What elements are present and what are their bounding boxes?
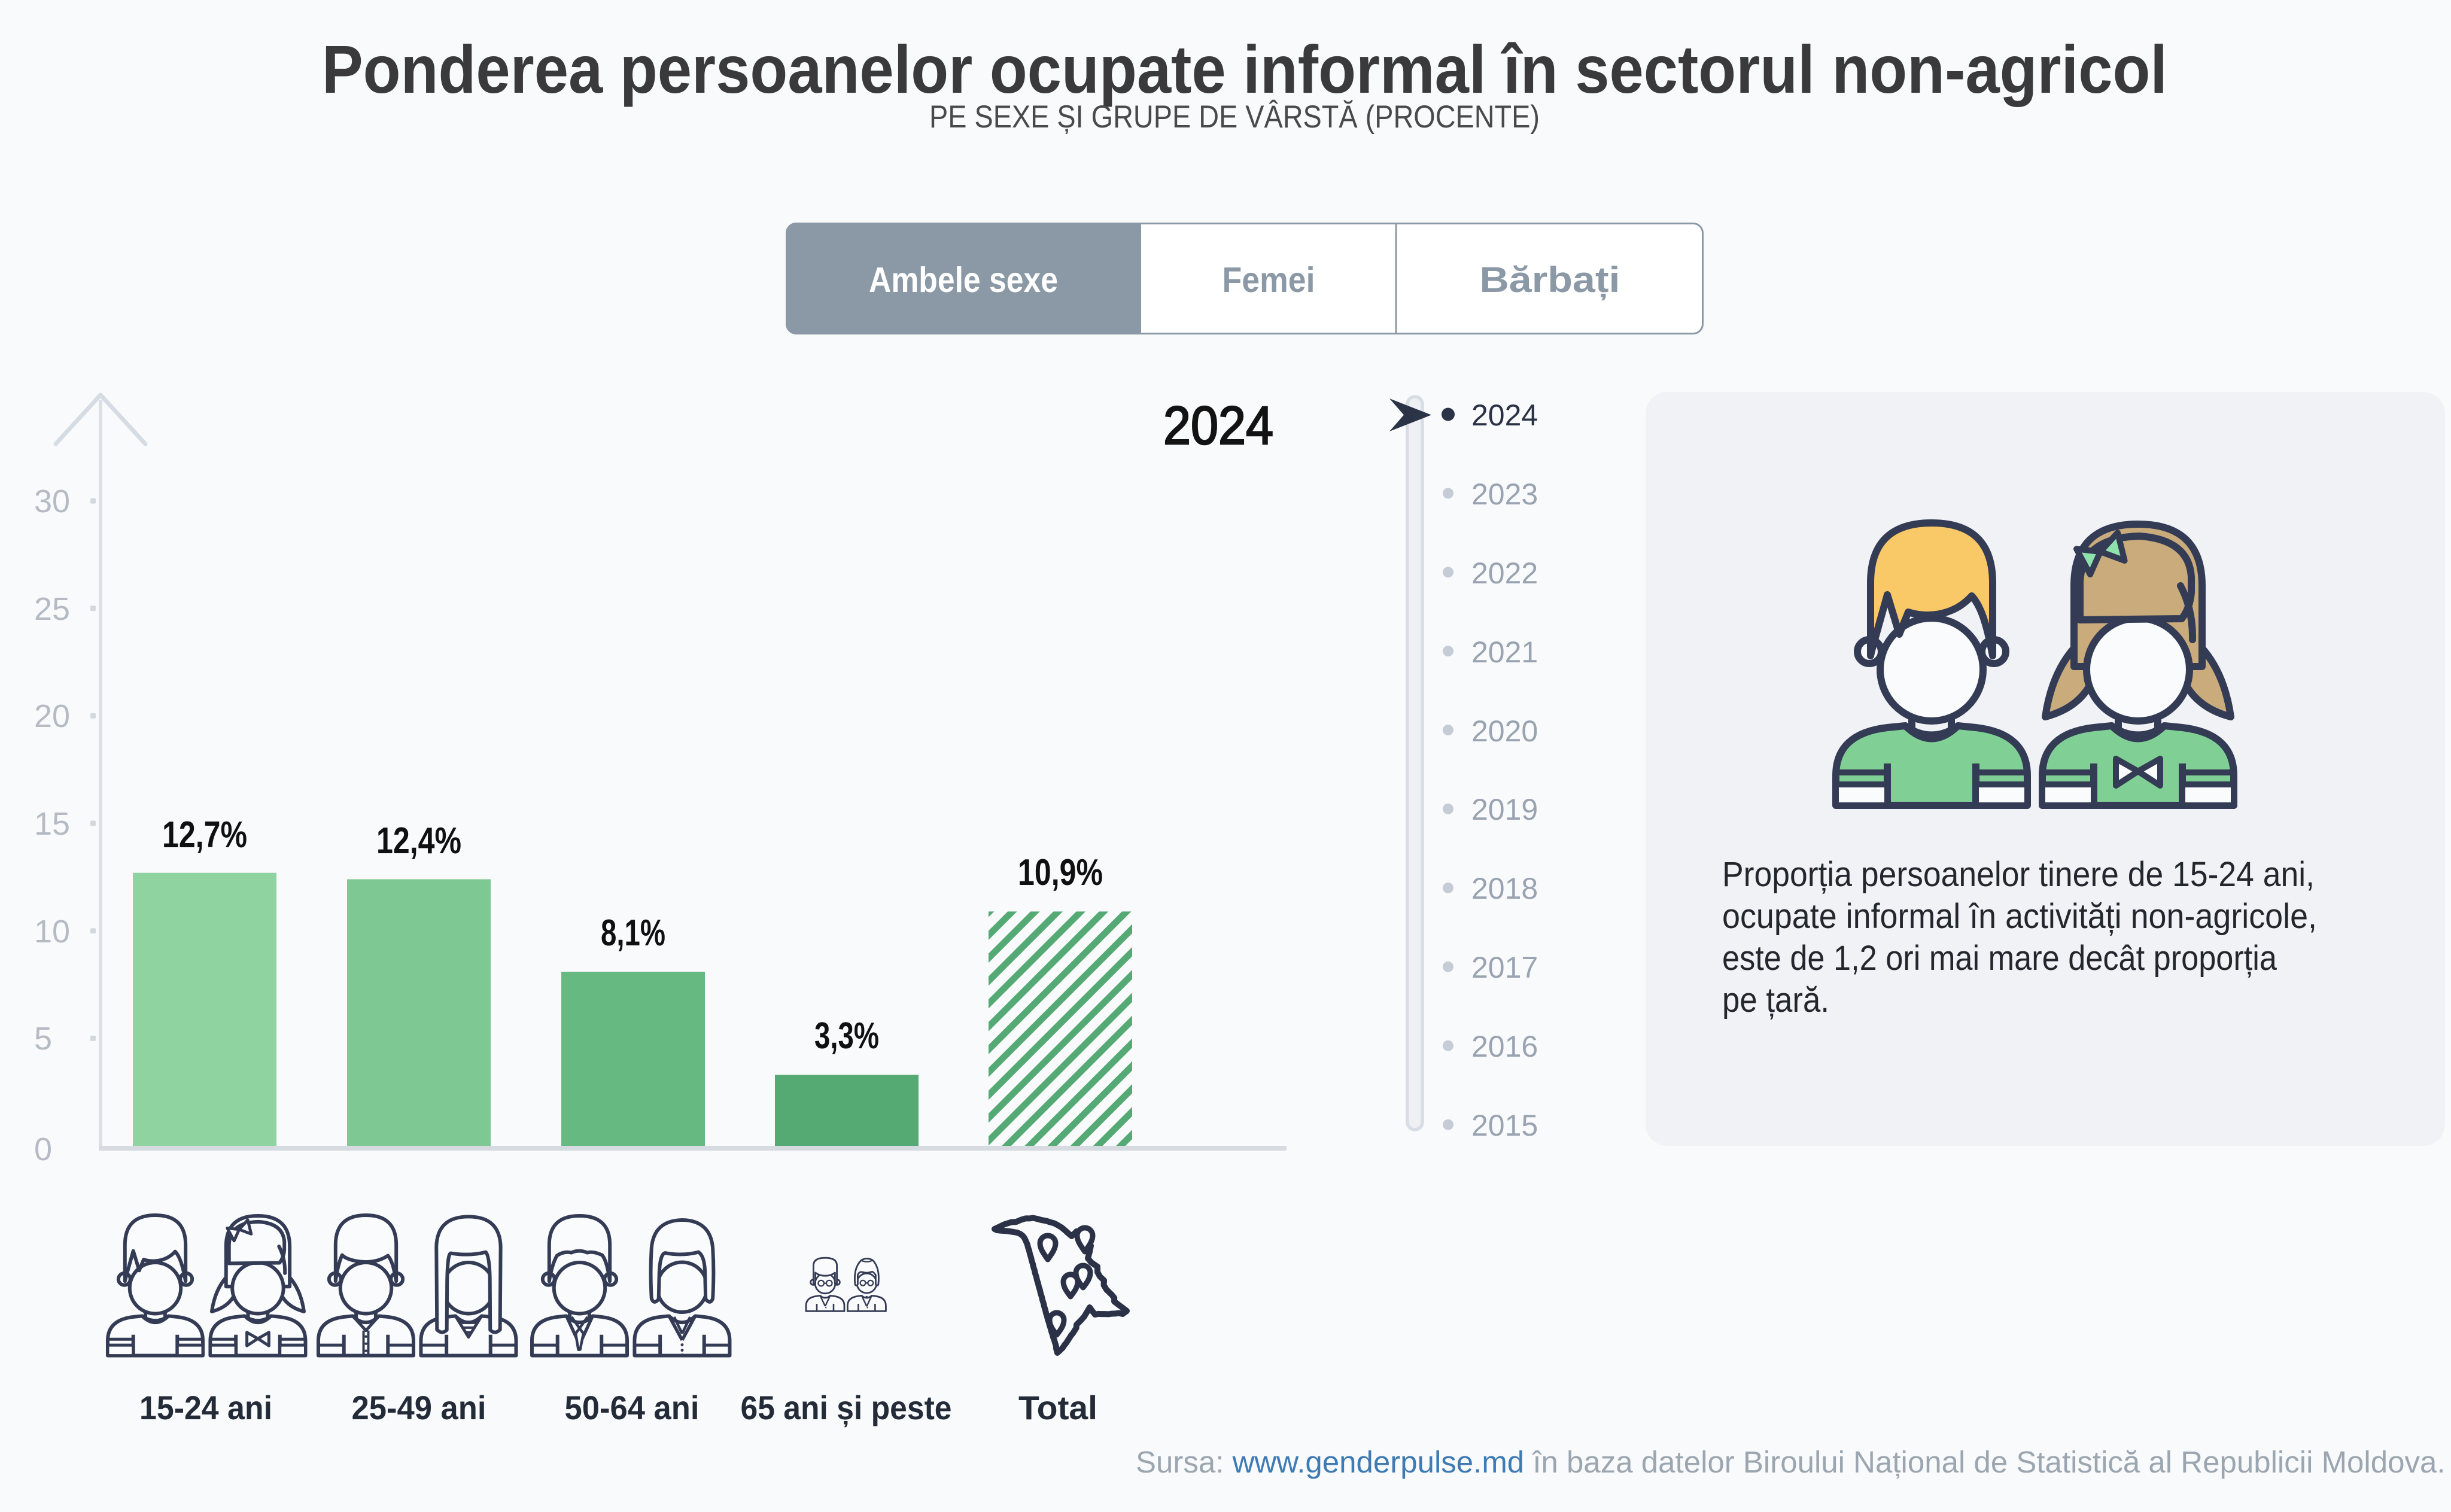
svg-text:pe țară.: pe țară. <box>1722 981 1829 1020</box>
svg-text:3,3%: 3,3% <box>814 1015 879 1057</box>
svg-text:10: 10 <box>34 914 70 950</box>
svg-text:2023: 2023 <box>1471 477 1538 511</box>
svg-text:2024: 2024 <box>1163 396 1273 456</box>
svg-text:2016: 2016 <box>1471 1030 1538 1063</box>
svg-text:2017: 2017 <box>1471 951 1538 984</box>
svg-text:Ponderea persoanelor ocupate i: Ponderea persoanelor ocupate informal în… <box>322 32 2167 107</box>
svg-text:Ambele sexe: Ambele sexe <box>869 260 1058 300</box>
svg-text:2015: 2015 <box>1471 1109 1538 1142</box>
svg-text:15: 15 <box>34 806 70 842</box>
svg-text:PE SEXE ȘI GRUPE DE VÂRSTĂ (PR: PE SEXE ȘI GRUPE DE VÂRSTĂ (PROCENTE) <box>929 99 1540 135</box>
svg-text:12,4%: 12,4% <box>376 820 461 862</box>
svg-text:10,9%: 10,9% <box>1018 852 1103 893</box>
svg-text:2021: 2021 <box>1471 635 1538 669</box>
svg-text:2019: 2019 <box>1471 793 1538 826</box>
svg-text:2018: 2018 <box>1471 872 1538 905</box>
svg-text:50-64 ani: 50-64 ani <box>565 1389 700 1426</box>
svg-text:25: 25 <box>34 591 70 627</box>
svg-text:65 ani și peste: 65 ani și peste <box>741 1389 952 1427</box>
svg-text:2020: 2020 <box>1471 714 1538 748</box>
svg-text:Proporția persoanelor tinere d: Proporția persoanelor tinere de 15-24 an… <box>1722 855 2315 894</box>
svg-text:20: 20 <box>34 698 70 734</box>
svg-text:12,7%: 12,7% <box>162 814 247 856</box>
svg-text:Sursa: www.genderpulse.md în b: Sursa: www.genderpulse.md în baza datelo… <box>1136 1445 2446 1479</box>
svg-text:25-49 ani: 25-49 ani <box>352 1389 486 1426</box>
svg-text:Total: Total <box>1018 1389 1097 1426</box>
svg-text:2022: 2022 <box>1471 556 1538 590</box>
svg-text:5: 5 <box>34 1021 52 1057</box>
svg-text:15-24 ani: 15-24 ani <box>139 1389 272 1426</box>
svg-text:8,1%: 8,1% <box>601 912 665 954</box>
svg-text:30: 30 <box>34 483 70 519</box>
svg-text:0: 0 <box>34 1131 52 1167</box>
svg-text:Bărbați: Bărbați <box>1480 260 1620 300</box>
svg-text:2024: 2024 <box>1471 398 1538 432</box>
svg-text:este de 1,2 ori mai mare decât: este de 1,2 ori mai mare decât proporția <box>1722 939 2277 978</box>
svg-text:ocupate informal în activități: ocupate informal în activități non-agric… <box>1722 897 2317 936</box>
svg-text:Femei: Femei <box>1223 260 1315 300</box>
